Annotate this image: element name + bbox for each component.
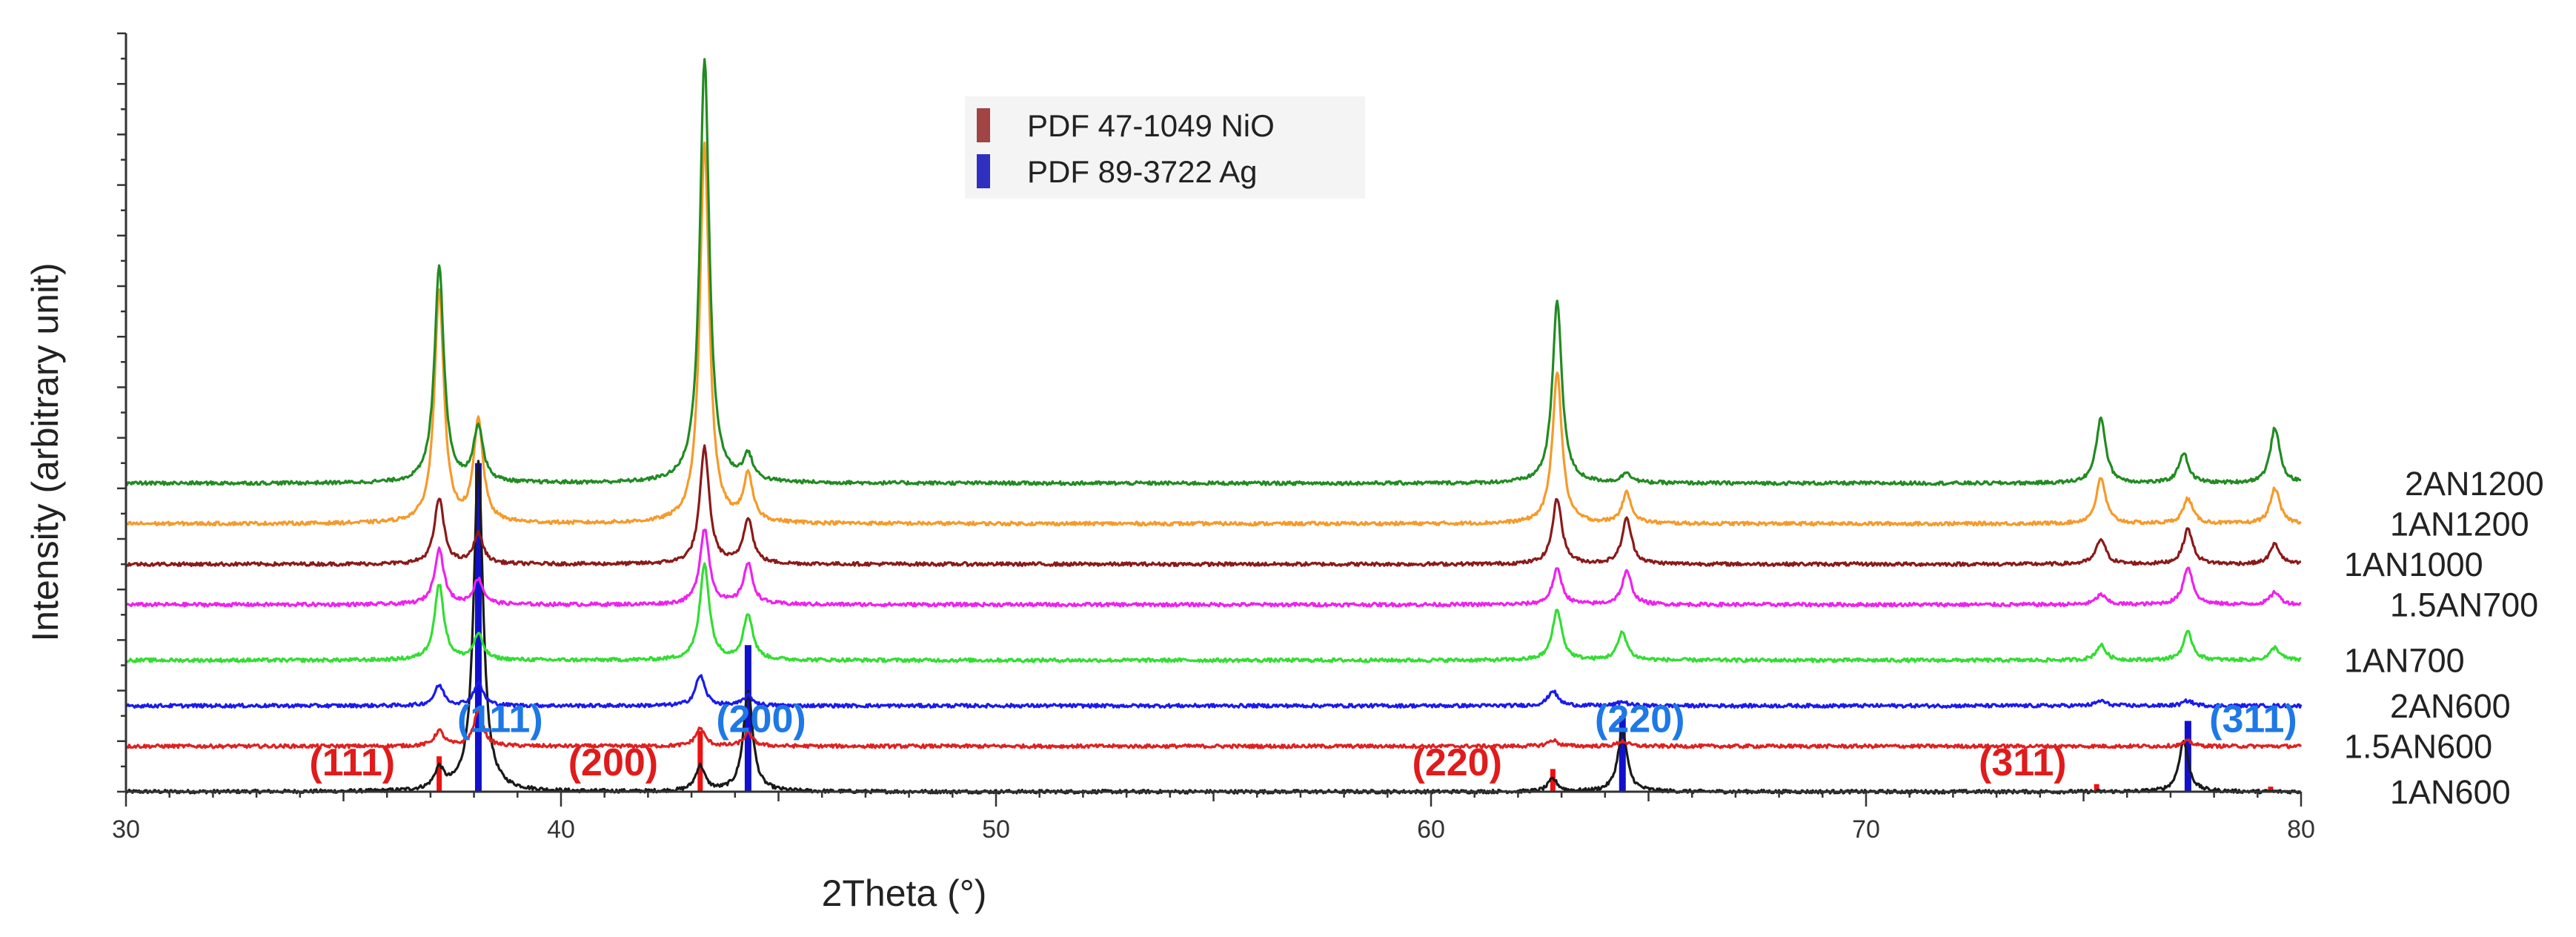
y-axis-title: Intensity (arbitrary unit)	[24, 262, 66, 641]
hkl-label-ag: (220)	[1595, 698, 1684, 741]
axes: 30 40 50 60 70 80	[112, 32, 2315, 844]
x-tick-label: 80	[2287, 815, 2315, 844]
hkl-annotations: (111) (200) (220) (311) (111) (200) (220) (311)	[309, 698, 2297, 785]
series-line-1an600	[125, 460, 2303, 795]
legend-box	[965, 96, 1365, 199]
hkl-label-ag: (200)	[716, 698, 806, 741]
x-tick-label: 60	[1417, 815, 1445, 844]
hkl-label-ag: (111)	[457, 698, 543, 741]
series-label-1an600: 1AN600	[2390, 773, 2511, 811]
series-label-1-5an600: 1.5AN600	[2344, 728, 2492, 766]
hkl-label-nio: (220)	[1413, 741, 1502, 784]
series-line-1an1000	[125, 444, 2302, 568]
x-axis-title: 2Theta (°)	[822, 873, 987, 914]
series-line-1-5an700	[125, 529, 2302, 608]
series-line-1an700	[125, 562, 2302, 663]
series-line-1an1200	[125, 142, 2302, 527]
hkl-label-nio: (311)	[1979, 741, 2067, 784]
x-tick-label: 40	[547, 815, 575, 844]
series-label-2an1200: 2AN1200	[2405, 465, 2544, 503]
legend-label: PDF 89-3722 Ag	[1027, 154, 1258, 189]
x-tick-label: 50	[982, 815, 1010, 844]
series-label-1an700: 1AN700	[2344, 642, 2465, 680]
hkl-label-nio: (200)	[568, 741, 658, 784]
series-line-2an600	[125, 674, 2303, 709]
legend-label: PDF 47-1049 NiO	[1027, 108, 1275, 143]
series-label-1-5an700: 1.5AN700	[2390, 586, 2538, 624]
x-tick-label: 70	[1852, 815, 1880, 844]
hkl-label-ag: (311)	[2209, 698, 2297, 741]
legend-swatch	[977, 154, 990, 188]
series-label-1an1000: 1AN1000	[2344, 546, 2483, 583]
series-label-1an1200: 1AN1200	[2390, 506, 2529, 543]
legend: PDF 47-1049 NiO PDF 89-3722 Ag	[965, 96, 1365, 199]
series-label-2an600: 2AN600	[2390, 687, 2511, 725]
legend-swatch	[977, 108, 990, 142]
series-line-2an1200	[125, 58, 2302, 486]
series-line-1-5an600	[125, 708, 2303, 749]
hkl-label-nio: (111)	[309, 741, 395, 784]
x-tick-label: 30	[112, 815, 140, 844]
